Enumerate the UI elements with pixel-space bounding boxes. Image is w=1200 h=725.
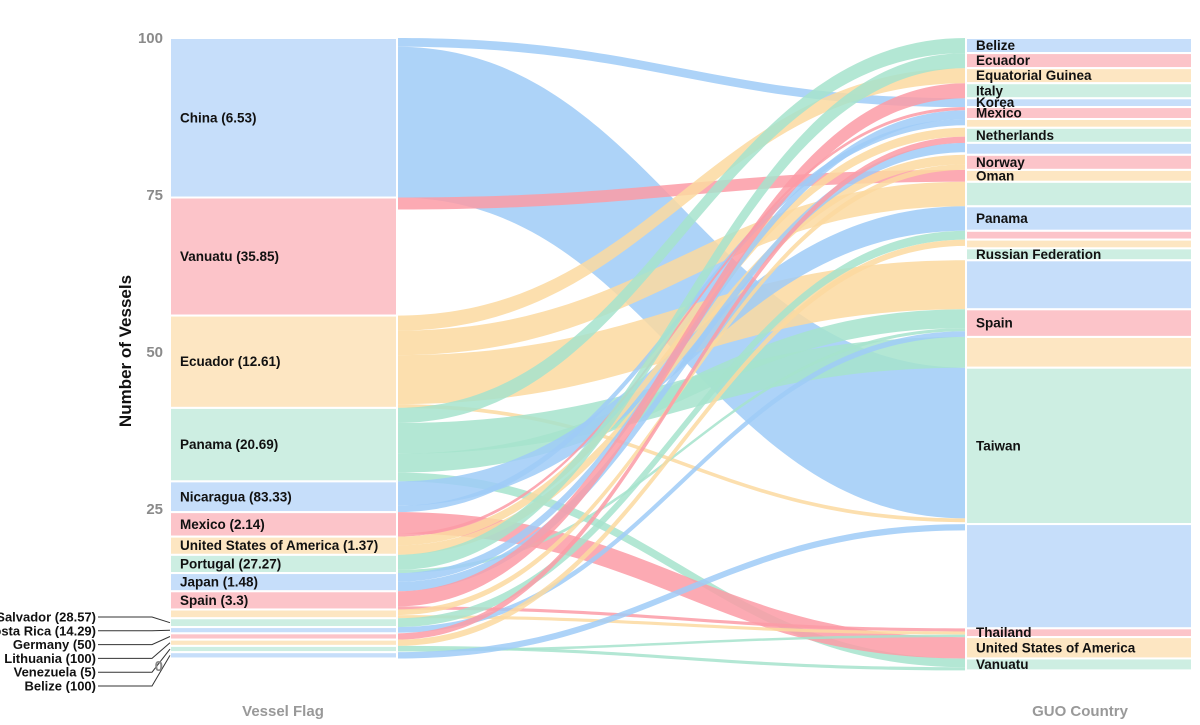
guo-label-mexico: Mexico [976,106,1022,121]
flag-label-portugal-27-27: Portugal (27.27) [180,556,281,571]
flow-mexico-2-14-to-mexico [397,107,966,537]
flag-label-spain-3-3: Spain (3.3) [180,593,248,608]
flow-belize-100-to-unlabeled [397,524,966,659]
flag-leader-line-belize-100 [98,655,171,687]
guo-stratum-spain[interactable] [965,308,1193,338]
guo-label-italy: Italy [976,83,1004,98]
guo-label-united-states-of-america: United States of America [976,640,1136,655]
flag-label-vanuatu-35-85: Vanuatu (35.85) [180,249,279,264]
flow-panama-20-69-to-belize [397,38,966,423]
guo-label-taiwan: Taiwan [976,438,1021,453]
flow-el-salvador-28-57-to-unlabeled [397,230,966,628]
guo-label-norway: Norway [976,155,1025,170]
flow-venezuela-5-to-thailand [397,634,966,652]
flag-label-venezuela-5: Venezuela (5) [14,665,96,680]
flag-label-ecuador-12-61: Ecuador (12.61) [180,354,281,369]
flag-label-el-salvador-28-57: El Salvador (28.57) [0,610,96,625]
guo-label-oman: Oman [976,168,1014,183]
flag-stratum-nicaragua-83-33[interactable] [169,480,398,514]
guo-label-equatorial-guinea: Equatorial Guinea [976,68,1092,83]
flag-label-germany-50: Germany (50) [13,637,96,652]
guo-label-belize: Belize [976,38,1016,53]
flag-label-japan-1-48: Japan (1.48) [180,575,258,590]
flow-spain-3-3-to-italy [397,83,966,607]
guo-stratum-vanuatu[interactable] [965,657,1193,672]
flag-label-mexico-2-14: Mexico (2.14) [180,517,265,532]
flow-spain-3-3-to-thailand [397,606,966,632]
flag-stratum-vanuatu-35-85[interactable] [169,196,398,317]
guo-stratum-unlabeled[interactable] [965,180,1193,208]
flow-venezuela-5-to-vanuatu [397,645,966,671]
y-axis-title: Number of Vessels [116,275,135,427]
guo-label-thailand: Thailand [976,625,1032,640]
flow-japan-1-48-to-unlabeled [397,142,966,592]
guo-stratum-unlabeled[interactable] [965,335,1193,369]
flow-mexico-2-14-to-united-states-of-america [397,512,966,659]
y-tick-label-75: 75 [146,187,163,204]
flow-china-6-53-to-taiwan [397,46,966,519]
y-axis: 0 25 50 75 100 [138,30,163,675]
guo-stratum-panama[interactable] [965,205,1193,232]
guo-label-spain: Spain [976,316,1013,331]
y-tick-label-100: 100 [138,30,163,47]
vessel-flag-strata [169,37,398,660]
guo-stratum-unlabeled[interactable] [965,141,1193,156]
guo-label-korea: Korea [976,95,1015,110]
label-layer: China (6.53) Vanuatu (35.85) Ecuador (12.6… [0,38,1136,693]
guo-label-vanuatu: Vanuatu [976,657,1029,672]
x-axis-label-vessel-flag: Vessel Flag [242,703,324,720]
flow-lithuania-100-to-unlabeled [397,239,966,646]
guo-stratum-unlabeled[interactable] [965,523,1193,630]
flag-stratum-china-6-53[interactable] [169,37,398,199]
y-tick-label-25: 25 [146,501,163,518]
y-tick-label-50: 50 [146,344,163,361]
flag-stratum-el-salvador-28-57[interactable] [169,617,398,629]
x-axis-label-guo-country: GUO Country [1032,703,1128,720]
flow-layer [397,38,966,671]
flow-ecuador-12-61-to-equatorial-guinea [397,68,966,331]
flag-stratum-panama-20-69[interactable] [169,406,398,483]
guo-label-russian-federation: Russian Federation [976,247,1101,262]
flow-united-states-of-america-1-37-to-netherlands [397,127,966,546]
guo-country-strata [965,37,1193,672]
flag-stratum-unlabeled[interactable] [169,608,398,620]
flag-label-united-states-of-america-1-37: United States of America (1.37) [180,538,378,553]
flag-label-nicaragua-83-33: Nicaragua (83.33) [180,489,292,504]
flow-ecuador-12-61-to-taiwan [397,404,966,523]
guo-label-netherlands: Netherlands [976,128,1054,143]
flag-label-lithuania-100: Lithuania (100) [4,651,96,666]
flow-costa-rica-14-29-to-spain [397,331,966,633]
y-tick-label-0: 0 [155,658,163,675]
flag-label-belize-100: Belize (100) [24,679,96,694]
flag-label-panama-20-69: Panama (20.69) [180,437,278,452]
flag-label-costa-rica-14-29: Costa Rica (14.29) [0,623,96,638]
flow-portugal-27-27-to-ecuador [397,53,966,570]
flow-panama-20-69-to-vanuatu [397,472,966,668]
flag-label-china-6-53: China (6.53) [180,110,257,125]
guo-label-ecuador: Ecuador [976,53,1031,68]
flow-china-6-53-to-korea [397,38,966,108]
flow-ecuador-12-61-to-unlabeled [397,181,966,356]
flow-germany-50-to-netherlands [397,136,966,640]
flow-unlabeled-to-thailand [397,615,966,635]
flow-portugal-27-27-to-spain [397,328,966,574]
flag-leader-line-costa-rica-14-29 [98,629,171,632]
flag-stratum-ecuador-12-61[interactable] [169,314,398,409]
flag-stratum-mexico-2-14[interactable] [169,511,398,538]
flag-leader-line-germany-50 [98,636,171,646]
flag-leader-line-venezuela-5 [98,648,171,673]
guo-label-panama: Panama [976,211,1028,226]
guo-stratum-unlabeled[interactable] [965,229,1193,241]
guo-stratum-unlabeled[interactable] [965,259,1193,311]
flag-leader-line-el-salvador-28-57 [98,616,171,624]
guo-stratum-taiwan[interactable] [965,366,1193,526]
flag-leader-line-lithuania-100 [98,642,171,659]
flow-united-states-of-america-1-37-to-norway [397,154,966,555]
flag-stratum-belize-100[interactable] [169,651,398,660]
